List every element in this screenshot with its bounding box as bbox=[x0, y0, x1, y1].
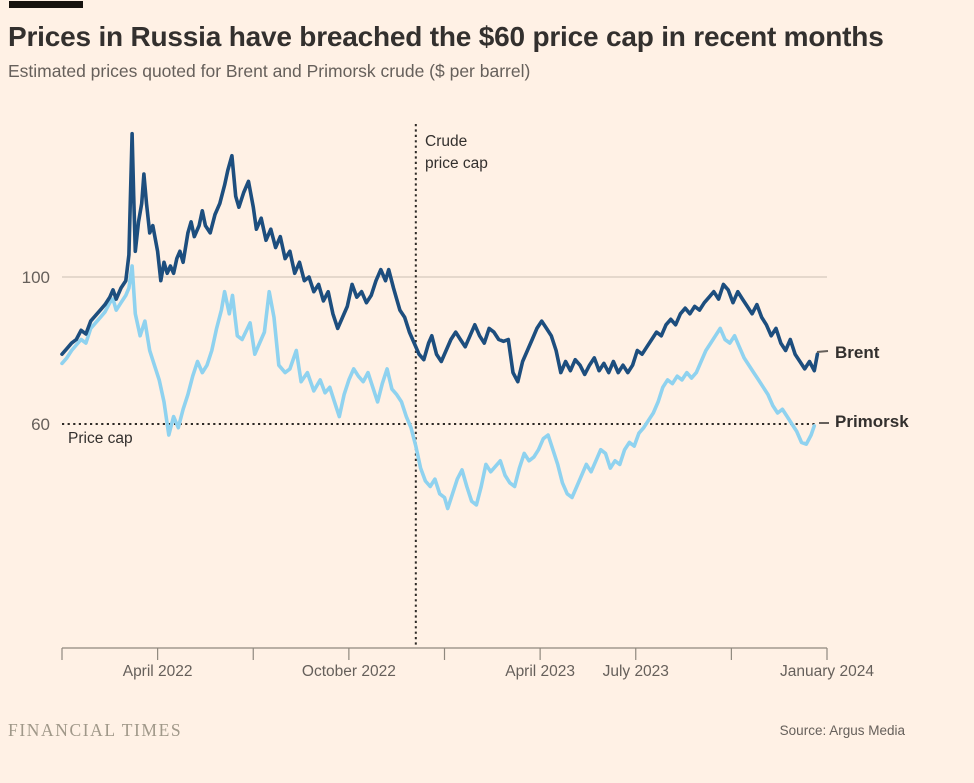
x-axis-label: January 2024 bbox=[780, 663, 874, 680]
price-cap-annotation: Price cap bbox=[68, 430, 133, 447]
x-axis-label: April 2022 bbox=[122, 663, 193, 680]
crude-price-cap-line2: price cap bbox=[425, 155, 488, 172]
crude-price-cap-line1: Crude bbox=[425, 133, 468, 150]
chart-title: Prices in Russia have breached the $60 p… bbox=[8, 21, 884, 52]
y-axis-label-60: 60 bbox=[31, 415, 50, 434]
brent-line bbox=[60, 131, 820, 384]
financial-times-logo: FINANCIAL TIMES bbox=[8, 720, 183, 740]
brent-label-dash bbox=[816, 350, 829, 353]
chart-subtitle: Estimated prices quoted for Brent and Pr… bbox=[8, 61, 531, 81]
x-axis-label: October 2022 bbox=[301, 663, 396, 680]
primorsk-line bbox=[60, 264, 817, 511]
x-axis-label: July 2023 bbox=[602, 663, 669, 680]
ft-top-black-bar bbox=[9, 1, 83, 8]
x-axis-label: April 2023 bbox=[505, 663, 576, 680]
crude-price-cap-annotation: Crude price cap bbox=[425, 131, 488, 175]
brent-series-label: Brent bbox=[835, 343, 880, 362]
primorsk-series-label: Primorsk bbox=[835, 412, 909, 431]
y-axis-label-100: 100 bbox=[21, 268, 50, 287]
source-credit: Source: Argus Media bbox=[779, 723, 905, 738]
